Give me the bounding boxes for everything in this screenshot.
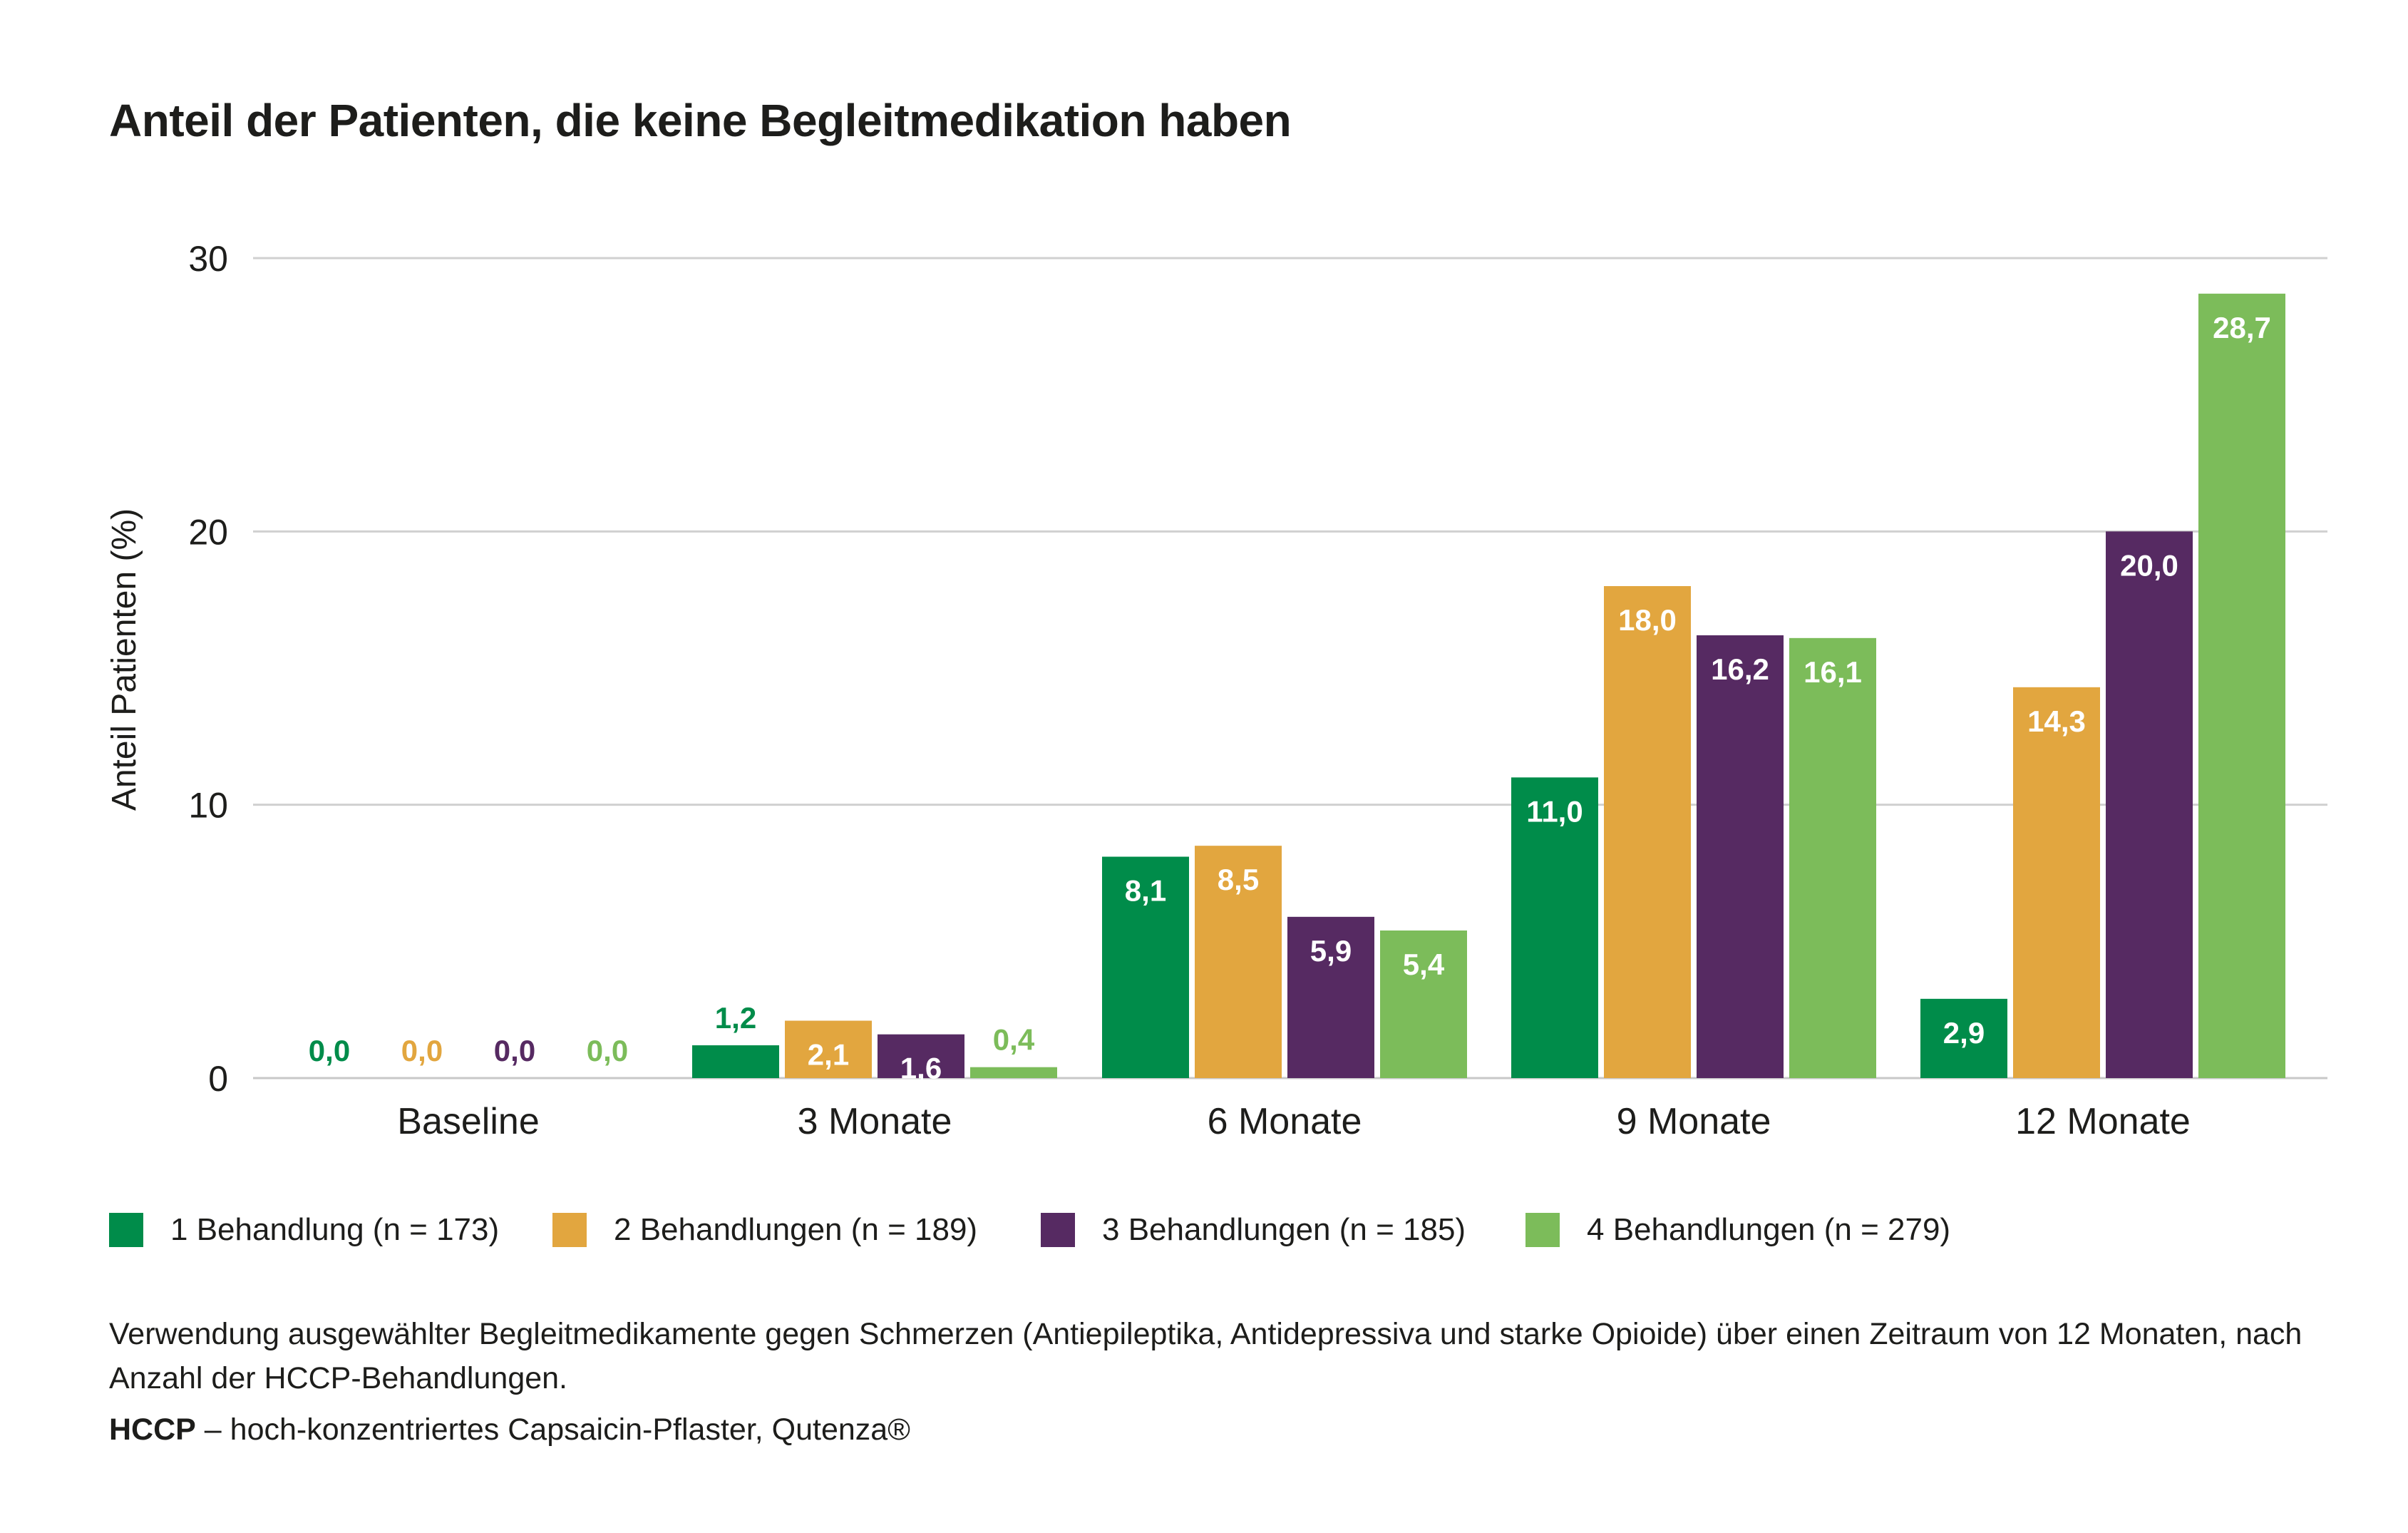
bars <box>692 293 2285 1078</box>
bar-value-label: 11,0 <box>1526 794 1583 828</box>
x-axis-ticks: Baseline 3 Monate 6 Monate 9 Monate 12 Monat… <box>397 1101 2191 1142</box>
bar-labels: 0,0 0,0 0,0 0,0 1,2 2,1 1,6 0,4 8,1 8,5 5,9 5,4 11,0… <box>309 311 2271 1085</box>
bar-value-label: 20,0 <box>2120 548 2178 582</box>
y-tick-label: 10 <box>188 786 228 826</box>
bar-value-label: 1,6 <box>900 1052 942 1085</box>
bar <box>1380 930 1467 1078</box>
bar-value-label: 2,1 <box>808 1038 849 1072</box>
bar <box>2198 293 2285 1078</box>
bar <box>1195 846 1282 1078</box>
legend-item: 3 Behandlungen (n = 185) <box>1041 1205 1466 1255</box>
abbreviation-definition: – hoch-konzentriertes Capsaicin-Pflaster… <box>195 1412 910 1447</box>
bar-value-label: 5,9 <box>1310 934 1352 968</box>
bar-value-label: 8,5 <box>1218 863 1259 896</box>
x-tick-label: Baseline <box>397 1101 539 1142</box>
x-tick-label: 12 Monate <box>2015 1101 2191 1142</box>
legend-label: 2 Behandlungen (n = 189) <box>614 1212 978 1247</box>
legend-swatch <box>552 1213 587 1247</box>
bar <box>1102 856 1189 1078</box>
bar <box>2013 687 2100 1078</box>
bar <box>1511 777 1598 1078</box>
footnote-text: Verwendung ausgewählter Begleitmedikamen… <box>109 1317 2302 1395</box>
bar-value-label: 0,4 <box>993 1023 1035 1057</box>
y-tick-label: 20 <box>188 512 228 552</box>
x-tick-label: 9 Monate <box>1617 1101 1771 1142</box>
legend-label: 4 Behandlungen (n = 279) <box>1587 1212 1951 1247</box>
chart-title: Anteil der Patienten, die keine Begleitm… <box>109 95 1292 146</box>
y-axis-label: Anteil Patienten (%) <box>106 508 143 811</box>
legend-item: 2 Behandlungen (n = 189) <box>552 1205 977 1255</box>
abbreviation-term: HCCP <box>109 1412 196 1447</box>
bar-value-label: 14,3 <box>2027 704 2086 738</box>
bar-value-label: 16,1 <box>1804 655 1862 689</box>
bar-value-label: 2,9 <box>1943 1016 1985 1050</box>
legend-item: 4 Behandlungen (n = 279) <box>1525 1205 1950 1255</box>
legend: 1 Behandlung (n = 173) 2 Behandlungen (n … <box>0 1205 2408 1255</box>
bar <box>1697 635 1784 1078</box>
y-tick-label: 0 <box>208 1059 228 1099</box>
bar <box>2106 531 2193 1078</box>
bar-value-label: 18,0 <box>1618 603 1677 637</box>
bar <box>878 1034 964 1078</box>
bar-value-label: 5,4 <box>1403 948 1445 981</box>
x-tick-label: 6 Monate <box>1208 1101 1362 1142</box>
bar-value-label: 0,0 <box>494 1034 535 1067</box>
bar <box>1789 637 1876 1078</box>
bar-value-label: 1,2 <box>715 1001 756 1035</box>
y-tick-label: 30 <box>188 239 228 279</box>
legend-swatch <box>1041 1213 1075 1247</box>
legend-swatch <box>1525 1213 1560 1247</box>
abbreviation-note: HCCP – hoch-konzentriertes Capsaicin-Pfl… <box>109 1412 910 1447</box>
bar <box>692 1045 779 1078</box>
bar <box>785 1020 872 1078</box>
y-axis-ticks: 0 10 20 30 <box>188 239 228 1099</box>
bar-value-label: 16,2 <box>1711 652 1769 686</box>
bar <box>1287 916 1374 1078</box>
bar <box>1920 998 2007 1078</box>
legend-swatch <box>109 1213 143 1247</box>
x-tick-label: 3 Monate <box>798 1101 952 1142</box>
legend-item: 1 Behandlung (n = 173) <box>109 1205 499 1255</box>
legend-label: 1 Behandlung (n = 173) <box>170 1212 500 1247</box>
bar <box>1604 586 1691 1078</box>
bar-value-label: 0,0 <box>309 1034 350 1067</box>
legend-label: 3 Behandlungen (n = 185) <box>1102 1212 1466 1247</box>
bar-value-label: 0,0 <box>587 1034 628 1067</box>
bar-value-label: 28,7 <box>2213 311 2271 344</box>
bar-value-label: 8,1 <box>1125 874 1166 908</box>
bar-value-label: 0,0 <box>401 1034 443 1067</box>
bar <box>970 1067 1057 1078</box>
